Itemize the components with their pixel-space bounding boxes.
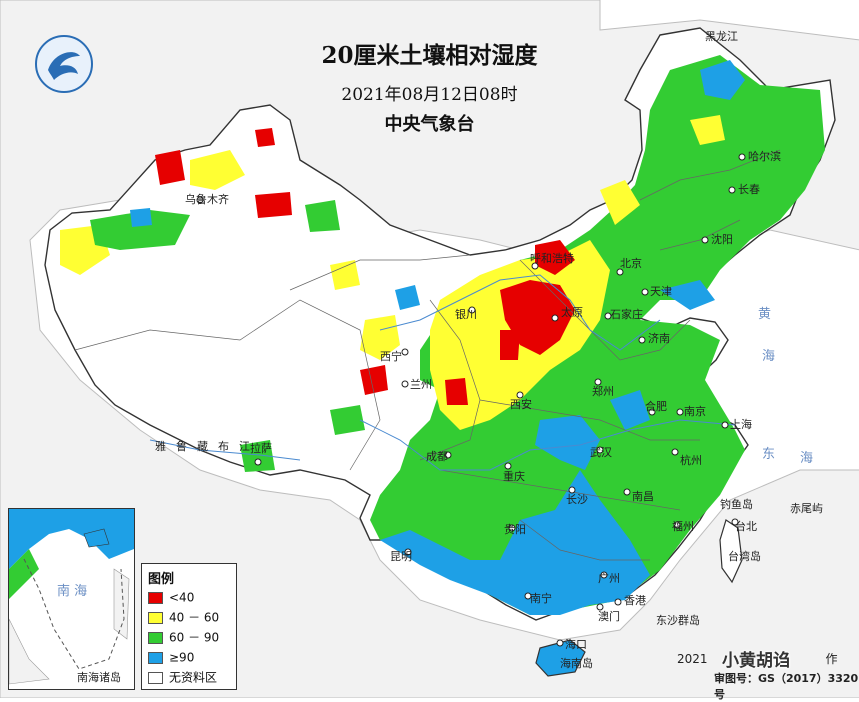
- inset-title: 南海诸岛: [77, 670, 121, 684]
- legend-swatch-white: [148, 671, 163, 684]
- city-nanchang: 南昌: [632, 490, 654, 503]
- island-chiwei: 赤尾屿: [790, 502, 823, 515]
- island-diaoyu: 钓鱼岛: [720, 497, 753, 511]
- city-lhasa: 拉萨: [250, 441, 272, 455]
- inset-map: 南 海 南海诸岛: [9, 509, 134, 689]
- legend-item-40-60: 40 － 60: [148, 610, 219, 628]
- city-wuhan: 武汉: [590, 446, 612, 459]
- city-markers: [196, 153, 746, 647]
- city-xian: 西安: [510, 397, 532, 411]
- city-labels: 哈尔滨 长春 沈阳 北京 天津 呼和浩特 太原 石家庄 济南 银川 西宁 兰州 …: [185, 149, 781, 651]
- city-fuzhou: 福州: [672, 519, 694, 533]
- city-nanning: 南宁: [530, 591, 552, 605]
- map-datetime: 2021年08月12日08时: [341, 85, 518, 105]
- rivers: [149, 274, 736, 471]
- legend-title: 图例: [148, 572, 175, 587]
- city-hangzhou: 杭州: [680, 453, 702, 467]
- city-shenyang: 沈阳: [711, 232, 733, 246]
- city-chongqing: 重庆: [503, 469, 525, 483]
- hainan-outline: [535, 639, 586, 677]
- city-guangzhou: 广州: [598, 572, 620, 585]
- sea-label-east-2: 海: [800, 451, 813, 466]
- review-number: 审图号：GS（2017）3320号: [714, 672, 859, 701]
- city-hefei: 合肥: [645, 399, 667, 413]
- city-yinchuan: 银川: [455, 307, 477, 321]
- legend: 图例 <40 40 － 60 60 － 90 ≥90 无资料区: [141, 563, 237, 690]
- city-hongkong: 香港: [624, 594, 646, 607]
- province-borders: [74, 149, 781, 561]
- footer-year: 2021 作: [677, 650, 838, 667]
- south-china-sea-inset: 南 海 南海诸岛: [8, 508, 135, 690]
- city-kunming: 昆明: [390, 550, 412, 563]
- legend-item-ge90: ≥90: [148, 650, 194, 668]
- city-lanzhou: 兰州: [410, 378, 432, 391]
- taiwan-outline: [719, 519, 743, 584]
- legend-swatch-red: [148, 591, 163, 604]
- city-zhengzhou: 郑州: [592, 384, 614, 398]
- river-yarlung: 雅鲁藏布江: [155, 439, 260, 453]
- cma-logo-icon: [35, 35, 93, 93]
- legend-swatch-green: [148, 631, 163, 644]
- city-macau: 澳门: [598, 609, 620, 623]
- legend-item-60-90: 60 － 90: [148, 630, 219, 648]
- region-labels: 黄 海 东 海 台湾岛 钓鱼岛 赤尾屿 东沙群岛 海南岛 雅鲁藏布江 黑龙江: [155, 30, 823, 670]
- city-taipei: 台北: [735, 519, 757, 533]
- map-title: 20厘米土壤相对湿度: [321, 42, 538, 69]
- sea-label-yellow-2: 海: [762, 349, 775, 364]
- island-taiwan: 台湾岛: [728, 549, 761, 563]
- city-xining: 西宁: [380, 349, 402, 363]
- footer-tail: 作: [825, 652, 838, 666]
- legend-item-lt40: <40: [148, 590, 194, 608]
- city-urumqi: 乌鲁木齐: [185, 192, 229, 206]
- city-beijing: 北京: [620, 256, 642, 270]
- map-agency: 中央气象台: [384, 114, 475, 135]
- city-hohhot: 呼和浩特: [530, 251, 574, 265]
- city-nanjing: 南京: [684, 404, 706, 418]
- city-changsha: 长沙: [566, 493, 588, 506]
- city-haikou: 海口: [565, 637, 587, 651]
- legend-swatch-blue: [148, 651, 163, 664]
- city-guiyang: 贵阳: [504, 523, 526, 536]
- sea-label-east: 东: [762, 447, 775, 462]
- watermark: 小黄胡诌: [722, 651, 790, 671]
- legend-item-nodata: 无资料区: [148, 670, 217, 688]
- city-changchun: 长春: [738, 183, 760, 196]
- island-dongsha: 东沙群岛: [656, 613, 700, 627]
- footer-year-text: 2021: [677, 652, 708, 666]
- legend-swatch-yellow: [148, 611, 163, 624]
- island-hainan: 海南岛: [560, 656, 593, 670]
- city-shanghai: 上海: [730, 417, 752, 431]
- city-jinan: 济南: [648, 331, 670, 345]
- inset-sea-label: 南 海: [57, 583, 87, 599]
- city-shijiazhuang: 石家庄: [610, 307, 643, 321]
- city-chengdu: 成都: [426, 450, 448, 463]
- city-taiyuan: 太原: [561, 306, 583, 319]
- sea-label-yellow: 黄: [758, 307, 771, 322]
- city-harbin: 哈尔滨: [748, 149, 781, 163]
- city-tianjin: 天津: [650, 285, 672, 298]
- river-heilong: 黑龙江: [705, 30, 738, 43]
